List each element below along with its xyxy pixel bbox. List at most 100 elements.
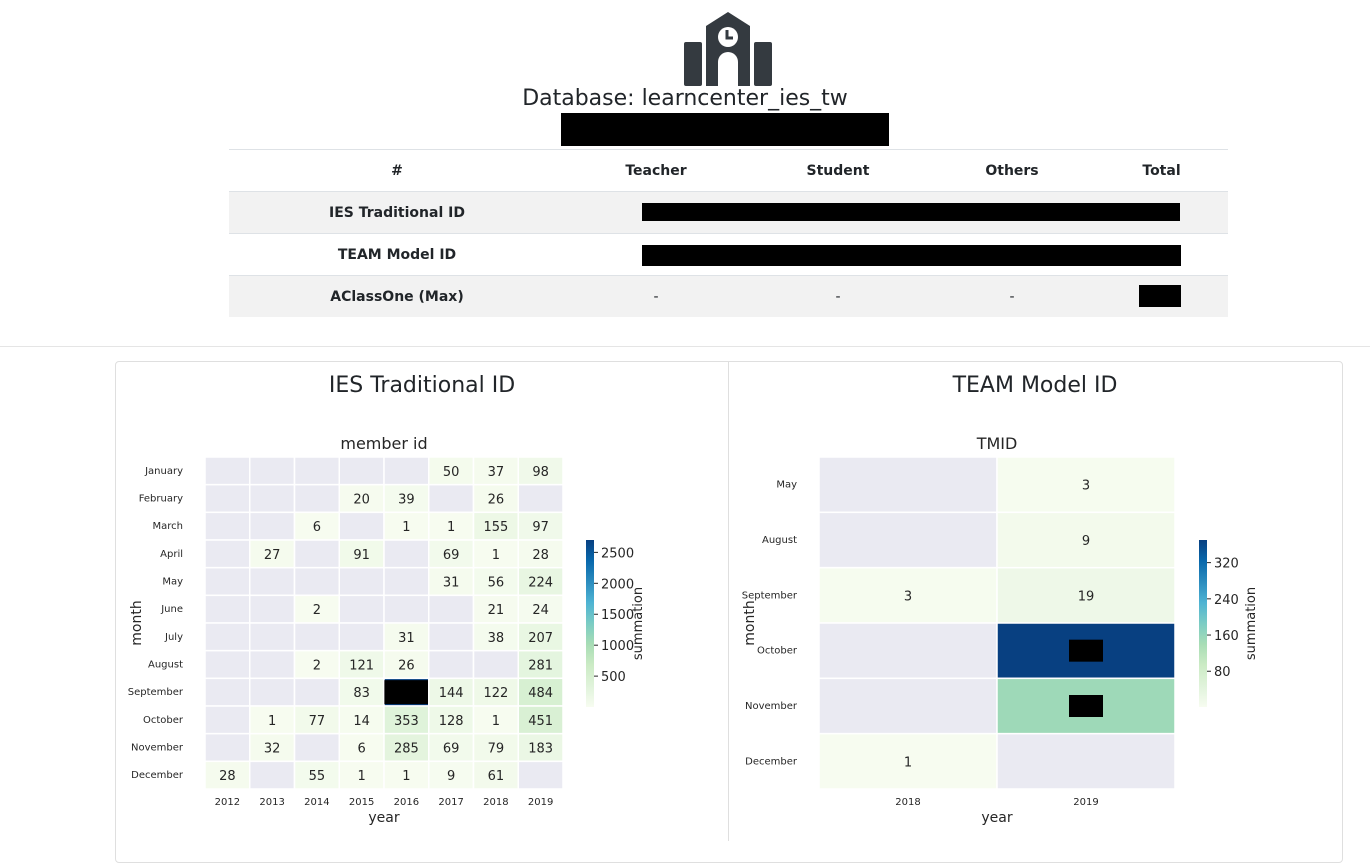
- cell-label: 98: [532, 465, 549, 480]
- heatmap-cell: [249, 539, 296, 569]
- cell-label: 122: [483, 686, 508, 701]
- heatmap-cell: [293, 456, 340, 486]
- cell-label: 14: [353, 714, 370, 729]
- database-summary-section: Database: learncenter_ies_tw # Teacher S…: [0, 0, 1370, 347]
- heatmap-cell: [293, 566, 340, 597]
- cell-label: 1: [492, 548, 500, 563]
- cell-label: 484: [528, 686, 553, 701]
- cell-label: 1: [447, 520, 455, 535]
- cell-label: 1: [904, 755, 912, 770]
- cell-label: 1: [268, 714, 276, 729]
- cell-label: 38: [488, 631, 505, 646]
- cell-label: 26: [488, 493, 505, 508]
- stats-table: # Teacher Student Others Total IES Tradi…: [229, 149, 1228, 317]
- y-tick-label: June: [160, 604, 183, 615]
- heatmap-cell: [818, 456, 998, 514]
- heatmap-cell: [204, 760, 251, 790]
- colorbar: [1199, 540, 1207, 707]
- redacted-block: [642, 245, 1181, 266]
- y-tick-label: October: [757, 646, 798, 657]
- colorbar-tick-label: 500: [601, 670, 626, 685]
- cell-label: 26: [398, 659, 415, 674]
- heatmap-cell: [517, 760, 564, 790]
- colorbar-tick-label: 80: [1214, 665, 1231, 680]
- heatmap-cell: [818, 622, 998, 680]
- heatmap-cell: [818, 511, 998, 569]
- cell-label: 224: [528, 576, 553, 591]
- teacher-value: -: [565, 275, 747, 317]
- cell-label: 19: [1078, 589, 1095, 604]
- row-label: IES Traditional ID: [229, 191, 565, 234]
- cell-label: 2: [313, 603, 321, 618]
- heatmap-cell: [293, 622, 340, 652]
- x-tick-label: 2017: [438, 797, 463, 808]
- y-tick-label: May: [162, 577, 183, 588]
- redacted-values: [565, 233, 1228, 276]
- heatmap-cell: [472, 566, 519, 597]
- heatmap-cell: [472, 622, 519, 652]
- cell-label: 3: [904, 589, 912, 604]
- heatmap-cell: [338, 760, 385, 790]
- y-tick-label: February: [139, 494, 183, 505]
- heatmap-cell: [293, 649, 340, 680]
- cell-label: 28: [532, 548, 549, 563]
- cell-label: 32: [264, 742, 281, 757]
- cell-label: 69: [443, 742, 460, 757]
- cell-label: 281: [528, 659, 553, 674]
- heatmap-cell: [383, 511, 430, 541]
- cell-label: 2: [313, 659, 321, 674]
- column-header: Student: [747, 149, 929, 192]
- heatmap-cell: [383, 456, 430, 486]
- column-header: Others: [929, 149, 1095, 192]
- heatmap-cell: [383, 732, 430, 763]
- heatmap-cell: [517, 566, 564, 597]
- x-tick-label: 2014: [304, 797, 329, 808]
- cell-label: 128: [439, 714, 464, 729]
- student-value: -: [747, 275, 929, 317]
- heatmap-cell: [472, 594, 519, 624]
- heatmap-cell: [428, 483, 475, 514]
- cell-label: 69: [443, 548, 460, 563]
- column-header: Teacher: [565, 149, 747, 192]
- cell-label: 9: [1082, 534, 1090, 549]
- heatmap-cell: [818, 677, 998, 735]
- redacted-block: [1139, 285, 1181, 307]
- heatmap-cell: [204, 705, 251, 735]
- cell-label: 83: [353, 686, 370, 701]
- heatmap-cell: [204, 594, 251, 624]
- heatmap-cell: [472, 511, 519, 541]
- y-tick-label: November: [131, 743, 184, 754]
- cell-label: 144: [439, 686, 464, 701]
- colorbar-tick-label: 2500: [601, 546, 634, 561]
- colorbar-tick-label: 320: [1214, 557, 1239, 572]
- cell-label: 1: [357, 769, 365, 784]
- database-title: Database: learncenter_ies_tw: [522, 86, 848, 111]
- heatmap-cell: [428, 566, 475, 597]
- heatmap-cell: [293, 732, 340, 763]
- cell-label: 3: [1082, 479, 1090, 494]
- heatmap-cell: [338, 511, 385, 541]
- heatmap-cell: [204, 677, 251, 707]
- redacted-value: [384, 680, 429, 705]
- heatmap-cell: [383, 594, 430, 624]
- table-row: TEAM Model ID: [229, 233, 1228, 276]
- heatmap-cell: [996, 566, 1176, 624]
- x-axis-label: year: [368, 810, 399, 826]
- heatmap-cell: [517, 456, 564, 486]
- heatmap-cell: [204, 483, 251, 514]
- cell-label: 79: [488, 742, 505, 757]
- others-value: -: [929, 275, 1095, 317]
- section-divider: [0, 346, 1370, 347]
- cell-label: 97: [532, 520, 549, 535]
- heatmap-cell: [204, 539, 251, 569]
- total-value: [1095, 275, 1228, 317]
- cell-label: 37: [488, 465, 505, 480]
- y-tick-label: January: [144, 466, 183, 477]
- cell-label: 6: [313, 520, 321, 535]
- heatmap-cell: [338, 732, 385, 763]
- heatmap-cell: [428, 456, 475, 486]
- y-tick-label: July: [164, 632, 183, 643]
- heatmap-cell: [517, 483, 564, 514]
- chart-title: TMID: [976, 434, 1018, 453]
